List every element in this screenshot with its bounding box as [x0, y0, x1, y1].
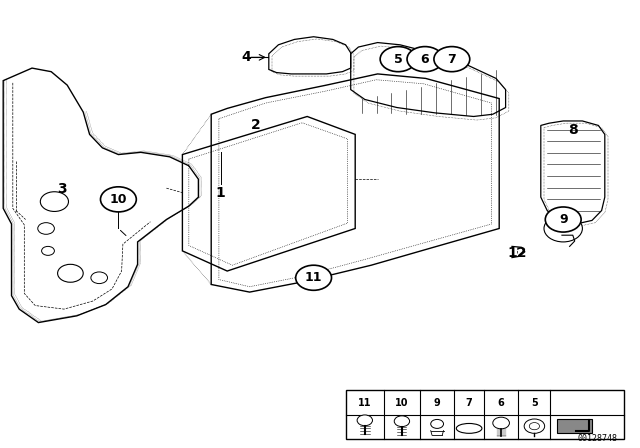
- Text: 12: 12: [508, 246, 527, 260]
- Ellipse shape: [456, 423, 482, 433]
- Text: 11: 11: [358, 397, 372, 408]
- Circle shape: [544, 215, 582, 242]
- Text: 6: 6: [498, 397, 504, 408]
- Text: 8: 8: [568, 123, 578, 137]
- Circle shape: [434, 47, 470, 72]
- Circle shape: [394, 416, 410, 426]
- Circle shape: [524, 419, 545, 433]
- Circle shape: [91, 272, 108, 284]
- Text: 7: 7: [447, 52, 456, 66]
- Circle shape: [100, 187, 136, 212]
- Circle shape: [431, 419, 444, 428]
- Circle shape: [357, 415, 372, 426]
- Text: 9: 9: [559, 213, 568, 226]
- Circle shape: [529, 422, 540, 430]
- FancyBboxPatch shape: [557, 419, 592, 433]
- Text: 7: 7: [466, 397, 472, 408]
- Text: 6: 6: [420, 52, 429, 66]
- Text: 10: 10: [109, 193, 127, 206]
- Circle shape: [380, 47, 416, 72]
- Text: 10: 10: [395, 397, 409, 408]
- Text: 2: 2: [251, 118, 261, 133]
- Text: 5: 5: [531, 397, 538, 408]
- Circle shape: [545, 207, 581, 232]
- Text: 5: 5: [394, 52, 403, 66]
- Circle shape: [493, 417, 509, 429]
- Circle shape: [42, 246, 54, 255]
- Text: 3: 3: [57, 182, 67, 196]
- Text: 4: 4: [241, 50, 252, 65]
- Text: 11: 11: [305, 271, 323, 284]
- Text: 9: 9: [434, 397, 440, 408]
- Text: 00128748: 00128748: [578, 434, 618, 443]
- Circle shape: [40, 192, 68, 211]
- FancyBboxPatch shape: [346, 390, 624, 439]
- Circle shape: [407, 47, 443, 72]
- Circle shape: [296, 265, 332, 290]
- Circle shape: [38, 223, 54, 234]
- Text: 1: 1: [216, 185, 226, 200]
- Circle shape: [58, 264, 83, 282]
